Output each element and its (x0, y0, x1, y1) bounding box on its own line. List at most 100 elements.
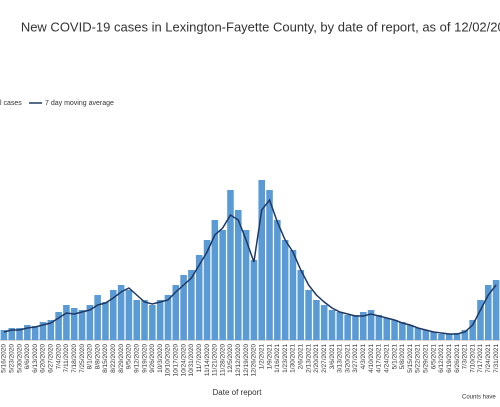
x-tick-label: 7/11/2020 (63, 344, 70, 373)
bar (445, 334, 453, 340)
x-tick-label: 1/30/2021 (290, 344, 297, 373)
x-tick-label: 7/17/2021 (477, 344, 484, 373)
x-tick-label: 6/20/2020 (40, 344, 47, 373)
x-tick-label: 11/28/2020 (219, 344, 226, 376)
x-tick-label: 8/8/2020 (94, 344, 101, 370)
bar (383, 318, 390, 340)
bar (266, 190, 273, 340)
x-tick-label: 5/23/2020 (8, 344, 15, 373)
bar (180, 275, 187, 340)
bar (461, 330, 469, 340)
x-tick-label: 6/26/2021 (454, 344, 461, 373)
moving-average-line (3, 198, 497, 335)
bar (39, 322, 47, 340)
bar (297, 270, 305, 340)
bar (430, 332, 437, 340)
bar (399, 322, 406, 340)
bar (328, 310, 336, 340)
x-tick-label: 5/16/2020 (1, 344, 8, 373)
bar (141, 300, 148, 340)
bar (63, 305, 70, 340)
note: Counts have (462, 395, 496, 401)
x-tick-label: 7/31/2021 (493, 344, 500, 373)
x-tick-label: 4/10/2021 (368, 344, 375, 373)
bar (156, 300, 164, 340)
bar (94, 295, 101, 340)
legend-label: 7 day moving average (45, 100, 114, 107)
x-tick-label: 10/17/2020 (173, 344, 180, 377)
x-tick-label: 6/27/2020 (48, 344, 55, 373)
bar (164, 295, 172, 340)
bar (281, 240, 289, 340)
x-tick-label: 6/6/2020 (24, 344, 31, 370)
x-tick-label: 1/23/2021 (282, 344, 289, 373)
x-tick-label: 5/1/2021 (391, 344, 398, 370)
bar (375, 315, 383, 340)
x-tick-label: 5/22/2021 (415, 344, 422, 373)
x-tick-label: 12/12/2020 (235, 344, 242, 377)
bar (172, 285, 180, 340)
x-tick-label: 8/1/2020 (87, 344, 94, 370)
bar (211, 220, 219, 340)
x-tick-label: 2/20/2021 (313, 344, 320, 373)
bar (195, 255, 203, 340)
x-tick-label: 2/6/2021 (298, 344, 305, 370)
x-tick-label: 3/20/2021 (344, 344, 351, 373)
x-tick-label: 1/16/2021 (274, 344, 281, 373)
x-tick-label: 7/24/2021 (485, 344, 492, 373)
bar (320, 305, 328, 340)
bar (149, 305, 156, 340)
bar (485, 285, 492, 340)
x-tick-label: 8/15/2020 (102, 344, 109, 373)
bar (117, 285, 125, 340)
chart-title: New COVID-19 cases in Lexington-Fayette … (21, 19, 500, 34)
bar (102, 302, 109, 340)
bar (8, 328, 15, 340)
x-tick-label: 6/5/2021 (430, 344, 437, 370)
bar (78, 310, 86, 340)
x-tick-label: 9/5/2020 (126, 344, 133, 370)
x-tick-label: 7/18/2020 (71, 344, 78, 373)
x-tick-label: 9/19/2020 (141, 344, 148, 373)
bar (336, 312, 344, 340)
x-tick-label: 8/29/2020 (118, 344, 125, 373)
x-tick-label: 8/22/2020 (110, 344, 117, 373)
bar (274, 220, 281, 340)
bar (422, 330, 430, 340)
x-tick-label: 10/31/2020 (188, 344, 195, 377)
bar (31, 326, 39, 340)
bar (391, 320, 398, 340)
bar (242, 230, 250, 340)
bar (24, 325, 31, 340)
bar (125, 290, 133, 340)
x-tick-label: 12/19/2020 (243, 344, 250, 377)
x-tick-label: 10/10/2020 (165, 344, 172, 377)
x-tick-label: 2/27/2021 (321, 344, 328, 373)
x-tick-label: 11/21/2020 (212, 344, 219, 376)
x-tick-label: 6/19/2021 (446, 344, 453, 373)
x-tick-label: 11/7/2020 (196, 344, 203, 373)
bar (313, 300, 320, 340)
bar (289, 250, 297, 340)
x-tick-label: 7/10/2021 (469, 344, 476, 373)
bar (219, 230, 226, 340)
bar (367, 310, 375, 340)
bar (469, 320, 476, 340)
x-tick-label: 7/3/2021 (462, 344, 469, 370)
x-tick-label: 9/26/2020 (149, 344, 156, 373)
x-tick-label: 6/12/2021 (438, 344, 445, 373)
x-tick-label: 5/8/2021 (399, 344, 406, 370)
bar (406, 325, 414, 340)
x-tick-label: 11/14/2020 (204, 344, 211, 376)
x-tick-label: 2/13/2021 (305, 344, 312, 373)
bar (477, 300, 484, 340)
x-tick-label: 1/2/2021 (258, 344, 265, 370)
x-tick-label: 7/25/2020 (79, 344, 86, 373)
bar (492, 280, 500, 340)
bar (414, 328, 422, 340)
bar (55, 312, 62, 340)
bar (344, 315, 351, 340)
bar (438, 334, 445, 340)
bar (70, 308, 78, 340)
